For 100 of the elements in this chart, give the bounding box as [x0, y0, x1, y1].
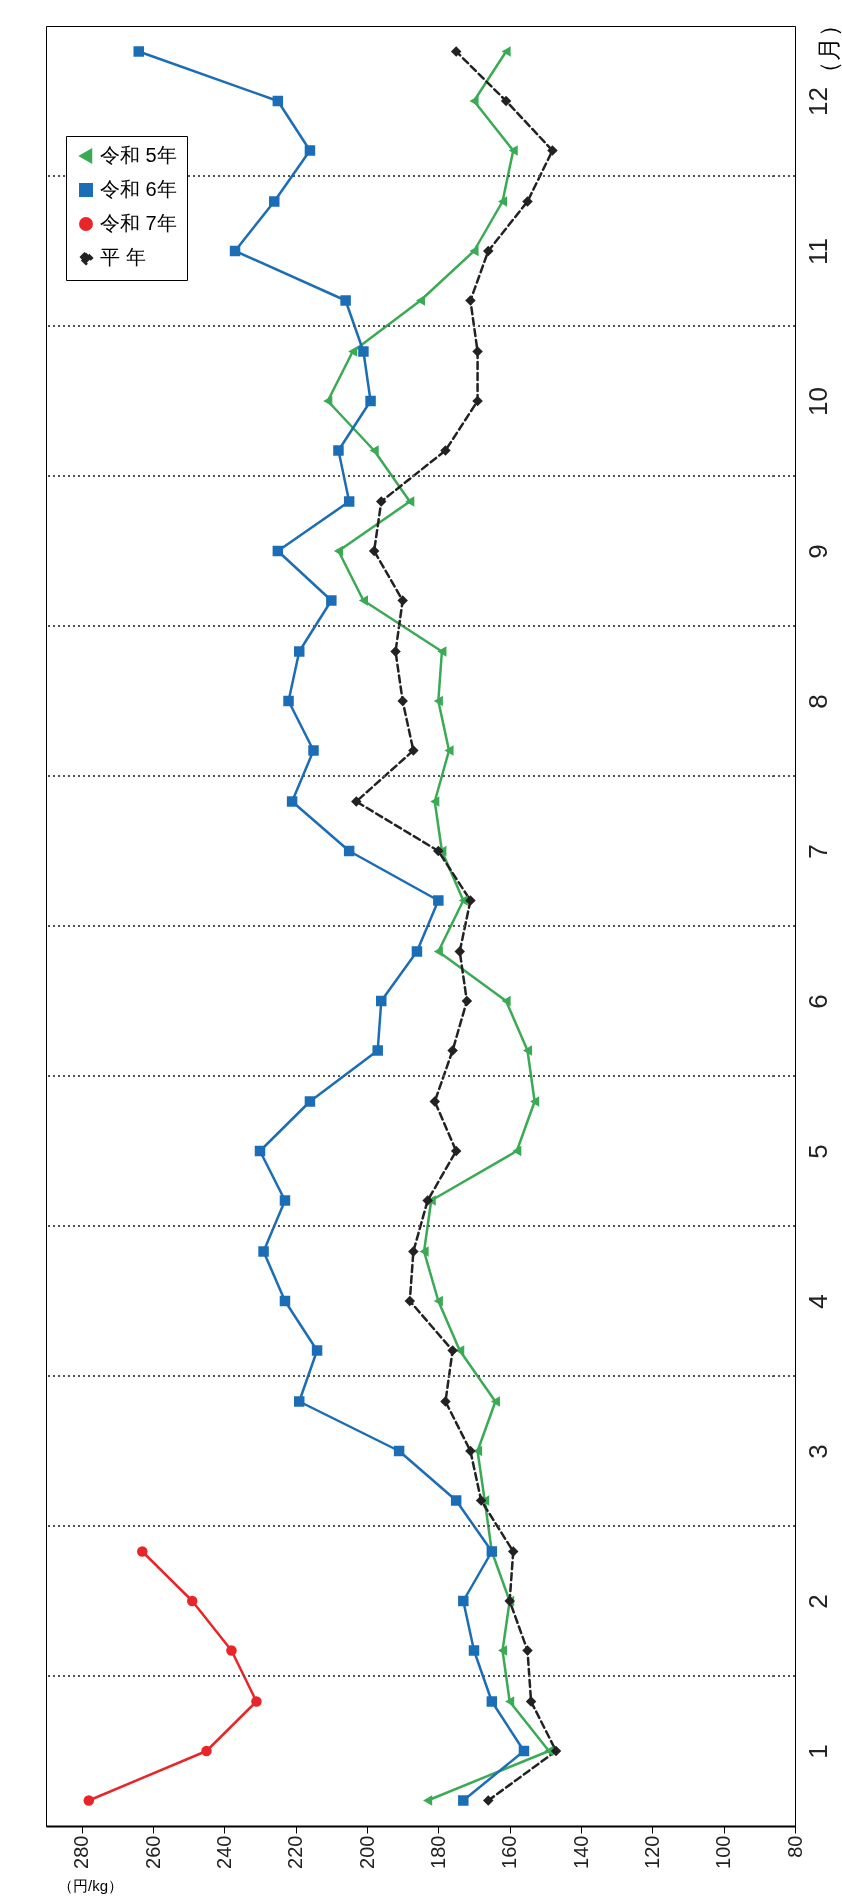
point [358, 595, 368, 606]
point [550, 1745, 562, 1757]
y-tick-label: 4 [802, 1294, 833, 1309]
point [475, 1495, 487, 1506]
point [348, 346, 358, 357]
point [269, 196, 280, 207]
point [472, 395, 483, 407]
point [311, 1345, 323, 1356]
point [473, 1445, 483, 1457]
point [251, 1696, 262, 1707]
x-tick-label: 260 [141, 1835, 164, 1869]
point [397, 595, 408, 606]
point [469, 245, 479, 257]
point [343, 496, 355, 507]
y-tick-label: 2 [802, 1594, 833, 1609]
point [186, 1595, 198, 1607]
point [501, 46, 511, 57]
y-tick-label: 12 [802, 87, 833, 116]
point [512, 1145, 522, 1157]
point [518, 1745, 530, 1757]
point [419, 1246, 429, 1257]
x-tick-label: 180 [426, 1835, 449, 1869]
point [308, 745, 319, 756]
point [522, 1045, 533, 1056]
point [486, 1696, 498, 1707]
point [454, 946, 465, 957]
x-tick-label: 120 [640, 1835, 663, 1869]
point [272, 545, 284, 557]
point [505, 1696, 515, 1707]
point [411, 946, 423, 957]
point [390, 646, 401, 657]
y-tick-label: 6 [802, 994, 833, 1009]
point [333, 445, 344, 456]
point [304, 145, 316, 156]
point [369, 445, 379, 456]
point [279, 1295, 291, 1307]
point [358, 346, 369, 357]
x-tick-label: 280 [70, 1835, 93, 1869]
point [229, 245, 241, 257]
point [465, 295, 476, 306]
point [343, 845, 355, 857]
x-tick-label: 160 [498, 1835, 521, 1869]
y-tick-label: 3 [802, 1444, 833, 1459]
x-tick-label: 140 [569, 1835, 592, 1869]
point [490, 1396, 500, 1407]
point [293, 1396, 305, 1407]
point [483, 1795, 494, 1806]
point [447, 1045, 458, 1056]
point [279, 1195, 291, 1206]
point [376, 496, 387, 507]
point [405, 496, 415, 507]
point [458, 1795, 469, 1806]
point [440, 445, 451, 456]
y-tick-label: 9 [802, 544, 833, 559]
legend-label: 令和 6年 [100, 178, 177, 200]
point [500, 95, 512, 107]
x-tick-label: 220 [284, 1835, 307, 1869]
point [415, 295, 426, 306]
point [530, 1096, 540, 1107]
point [437, 646, 447, 657]
point [450, 46, 462, 57]
point [286, 796, 298, 807]
point [507, 1546, 519, 1557]
point [483, 245, 494, 257]
y-axis-title: （月） [814, 12, 842, 85]
point [393, 1445, 405, 1457]
point [272, 95, 284, 107]
point [368, 545, 380, 557]
point [429, 1096, 441, 1107]
point [497, 1645, 508, 1656]
point [323, 395, 333, 407]
point [201, 1745, 212, 1757]
y-tick-label: 7 [802, 844, 833, 859]
point [433, 895, 444, 906]
point [508, 145, 518, 156]
point [258, 1246, 269, 1257]
x-tick-label: 200 [355, 1835, 378, 1869]
point [433, 695, 443, 707]
y-tick-label: 1 [802, 1744, 833, 1759]
point [444, 745, 454, 756]
legend-label: 平 年 [100, 246, 146, 268]
point [422, 1195, 433, 1206]
point [501, 995, 511, 1007]
x-tick-label: 100 [712, 1835, 735, 1869]
point [293, 646, 305, 657]
point [440, 1396, 451, 1407]
y-tick-label: 11 [802, 238, 833, 265]
point [522, 1645, 533, 1656]
point [497, 196, 508, 207]
point [430, 796, 440, 807]
point [137, 1546, 148, 1557]
point [283, 695, 294, 707]
y-tick-label: 10 [802, 387, 833, 416]
point [133, 46, 144, 57]
point [351, 796, 362, 807]
point [333, 545, 344, 557]
point [376, 995, 387, 1007]
point [83, 1795, 95, 1806]
point [447, 1345, 458, 1356]
point [423, 1795, 433, 1806]
